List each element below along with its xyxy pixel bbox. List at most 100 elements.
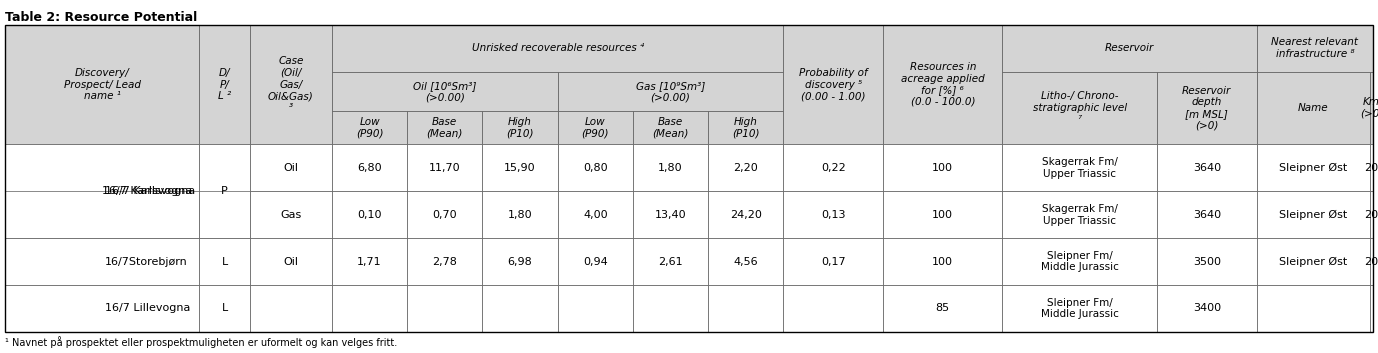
Bar xyxy=(482,191,558,238)
Bar xyxy=(407,144,482,191)
Bar xyxy=(1002,25,1257,72)
Text: Sleipner Fm/
Middle Jurassic: Sleipner Fm/ Middle Jurassic xyxy=(1040,298,1119,319)
Text: 20: 20 xyxy=(1364,163,1378,173)
Text: Sleipner Fm/
Middle Jurassic: Sleipner Fm/ Middle Jurassic xyxy=(1040,251,1119,273)
Text: 1,80: 1,80 xyxy=(507,210,532,220)
Text: Name: Name xyxy=(1298,103,1328,113)
Bar xyxy=(1370,144,1372,191)
Text: 4,00: 4,00 xyxy=(583,210,608,220)
Bar xyxy=(883,191,1002,238)
Text: L: L xyxy=(222,257,227,267)
Bar xyxy=(558,285,633,332)
Bar xyxy=(200,285,249,332)
Bar xyxy=(558,112,633,144)
Text: Skagerrak Fm/
Upper Triassic: Skagerrak Fm/ Upper Triassic xyxy=(1042,157,1118,179)
Bar xyxy=(332,238,407,285)
Bar xyxy=(883,285,1002,332)
Text: 3400: 3400 xyxy=(1193,303,1221,313)
Text: 6,98: 6,98 xyxy=(507,257,532,267)
Text: High
(P10): High (P10) xyxy=(506,117,533,139)
Bar xyxy=(1158,72,1257,144)
Text: 0,13: 0,13 xyxy=(821,210,846,220)
Text: 2,61: 2,61 xyxy=(659,257,683,267)
Bar xyxy=(783,144,883,191)
Bar xyxy=(249,191,332,238)
Bar xyxy=(482,112,558,144)
Bar xyxy=(249,285,332,332)
Bar xyxy=(6,285,200,332)
Bar xyxy=(1257,144,1370,191)
Bar xyxy=(407,285,482,332)
Bar xyxy=(1158,285,1257,332)
Text: 24,20: 24,20 xyxy=(730,210,762,220)
Bar xyxy=(1370,191,1372,238)
Bar xyxy=(482,144,558,191)
Text: 13,40: 13,40 xyxy=(655,210,686,220)
Bar xyxy=(1370,72,1372,144)
Text: Unrisked recoverable resources ⁴: Unrisked recoverable resources ⁴ xyxy=(471,43,644,53)
Bar xyxy=(558,238,633,285)
Text: 1,71: 1,71 xyxy=(357,257,382,267)
Bar xyxy=(1257,285,1370,332)
Text: Oil: Oil xyxy=(284,163,299,173)
Text: Litho-/ Chrono-
stratigraphic level
⁷: Litho-/ Chrono- stratigraphic level ⁷ xyxy=(1032,91,1127,125)
Text: Sleipner Øst: Sleipner Øst xyxy=(1279,163,1348,173)
Text: 0,17: 0,17 xyxy=(821,257,846,267)
Bar xyxy=(200,191,249,238)
Bar xyxy=(1158,191,1257,238)
Bar xyxy=(332,285,407,332)
Text: L: L xyxy=(222,303,227,313)
Text: ¹ Navnet på prospektet eller prospektmuligheten er uformelt og kan velges fritt.: ¹ Navnet på prospektet eller prospektmul… xyxy=(6,336,397,348)
Text: 100: 100 xyxy=(933,210,954,220)
Bar xyxy=(249,238,332,285)
Text: 20: 20 xyxy=(1364,257,1378,267)
Bar xyxy=(1002,238,1158,285)
Bar xyxy=(332,112,407,144)
Bar xyxy=(332,191,407,238)
Text: Skagerrak Fm/
Upper Triassic: Skagerrak Fm/ Upper Triassic xyxy=(1042,204,1118,226)
Text: Reservoir
depth
[m MSL]
(>0): Reservoir depth [m MSL] (>0) xyxy=(1182,85,1232,130)
Bar xyxy=(1257,191,1370,238)
Bar xyxy=(249,144,332,191)
Bar xyxy=(883,25,1002,144)
Bar xyxy=(558,191,633,238)
Text: Reservoir: Reservoir xyxy=(1105,43,1155,53)
Bar xyxy=(407,191,482,238)
Bar xyxy=(200,238,249,285)
Text: 2,78: 2,78 xyxy=(433,257,457,267)
Text: 6,80: 6,80 xyxy=(357,163,382,173)
Bar xyxy=(558,72,783,112)
Bar xyxy=(200,144,249,238)
Text: 11,70: 11,70 xyxy=(429,163,460,173)
Text: 16/7 Lillevogna: 16/7 Lillevogna xyxy=(105,303,190,313)
Bar xyxy=(708,144,783,191)
Bar xyxy=(1370,285,1372,332)
Text: Gas: Gas xyxy=(280,210,302,220)
Text: Nearest relevant
infrastructure ⁸: Nearest relevant infrastructure ⁸ xyxy=(1272,37,1359,59)
Bar xyxy=(6,25,1372,332)
Bar xyxy=(407,238,482,285)
Bar xyxy=(633,191,708,238)
Text: 20: 20 xyxy=(1364,210,1378,220)
Text: Km
(>0): Km (>0) xyxy=(1360,97,1378,119)
Text: 100: 100 xyxy=(933,163,954,173)
Bar xyxy=(1257,72,1370,144)
Text: Gas [10⁹Sm³]
(>0.00): Gas [10⁹Sm³] (>0.00) xyxy=(635,81,706,102)
Text: Table 2: Resource Potential: Table 2: Resource Potential xyxy=(6,11,197,24)
Bar xyxy=(883,238,1002,285)
Bar xyxy=(633,112,708,144)
Text: High
(P10): High (P10) xyxy=(732,117,759,139)
Text: 2,20: 2,20 xyxy=(733,163,758,173)
Bar xyxy=(633,144,708,191)
Bar xyxy=(708,112,783,144)
Bar xyxy=(783,191,883,238)
Text: 3640: 3640 xyxy=(1193,210,1221,220)
Text: 0,10: 0,10 xyxy=(357,210,382,220)
Text: D/
P/
L ²: D/ P/ L ² xyxy=(218,68,232,101)
Bar xyxy=(883,144,1002,191)
Bar xyxy=(6,144,200,238)
Text: 3500: 3500 xyxy=(1193,257,1221,267)
Bar xyxy=(1002,191,1158,238)
Bar xyxy=(708,238,783,285)
Bar xyxy=(633,238,708,285)
